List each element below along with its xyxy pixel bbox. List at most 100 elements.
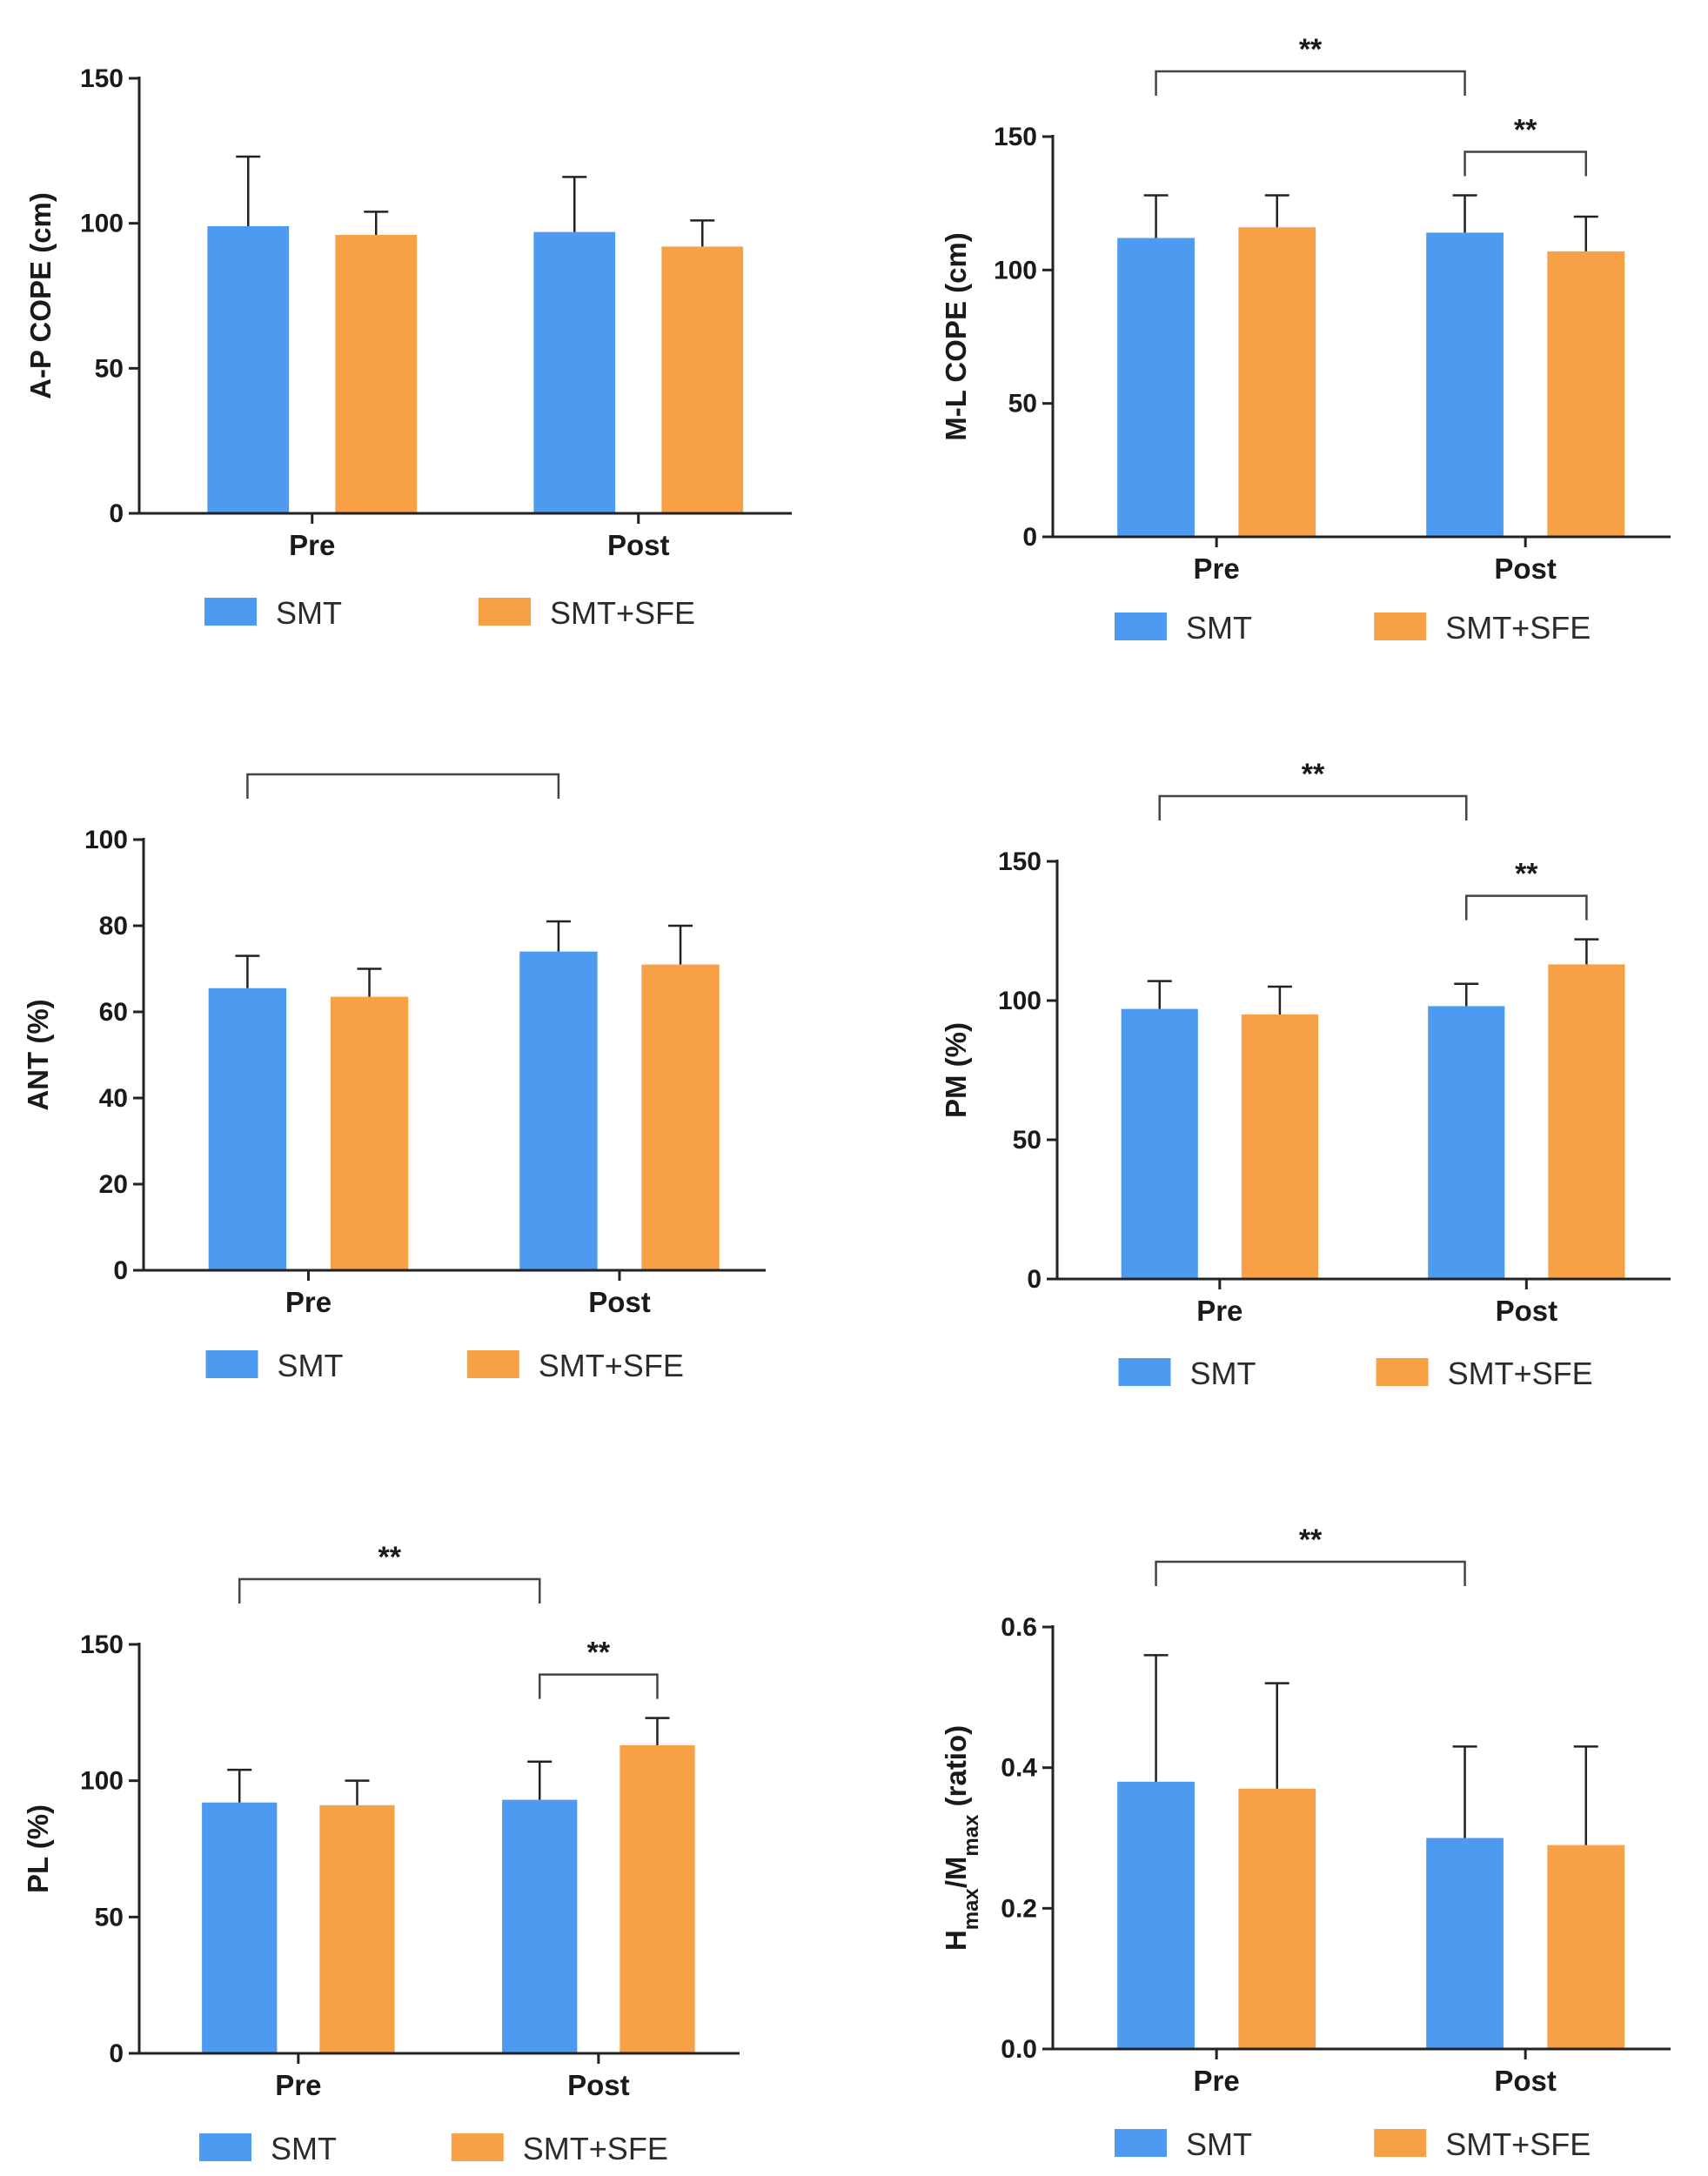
x-tick-label-pre: Pre [275, 2069, 321, 2101]
y-axis-title: PL (%) [22, 1804, 54, 1893]
legend-label-smt: SMT [1190, 1356, 1256, 1391]
legend-swatch-smt-sfe [479, 598, 531, 626]
significance-label: ** [1299, 33, 1323, 66]
y-tick-label: 50 [95, 1903, 124, 1932]
bar-post-smt [533, 231, 616, 513]
legend-label-smt-sfe: SMT+SFE [1448, 1356, 1593, 1391]
legend-label-smt: SMT [276, 595, 342, 631]
panel-pm: 0 50 100 150 Pre Post PM (%) ** ** SMT SMT+SFE [879, 757, 1697, 1453]
bar-post-smt [1426, 1838, 1504, 2049]
y-tick-label: 150 [80, 64, 124, 93]
bar-post-smt [502, 1799, 578, 2053]
y-tick-label: 0 [109, 499, 124, 528]
chart-ant: 0 20 40 60 80 100 Pre Post ANT (%) ** SMT SMT+SFE [22, 757, 766, 1383]
significance-bracket [1464, 894, 1588, 921]
panel-ap-cope: 0 50 100 150 Pre Post A-P COPE (cm) SMT SMT+SFE [0, 17, 818, 713]
significance-label: ** [1302, 758, 1325, 791]
y-tick-label: 0.6 [1001, 1613, 1037, 1642]
y-tick-label: 0.0 [1001, 2035, 1037, 2064]
bar-pre-smt [202, 1802, 278, 2053]
significance-label: ** [1299, 1523, 1323, 1557]
y-tick-label: 100 [80, 210, 124, 238]
y-axis-title: M-L COPE (cm) [940, 232, 972, 441]
bar-post-smt-sfe [1547, 251, 1625, 537]
legend-label-smt-sfe: SMT+SFE [1445, 2126, 1591, 2162]
chart-ml-cope: 0 50 100 150 Pre Post M-L COPE (cm) ** ** SMT SMT+… [940, 33, 1671, 646]
legend-label-smt-sfe: SMT+SFE [523, 2131, 668, 2166]
y-tick-label: 50 [1013, 1126, 1042, 1155]
significance-label: ** [587, 1637, 611, 1670]
legend-swatch-smt [199, 2133, 251, 2161]
bar-post-smt-sfe [641, 964, 720, 1270]
legend-label-smt: SMT [1186, 2126, 1252, 2162]
bar-pre-smt-sfe [1238, 1788, 1316, 2049]
legend-label-smt-sfe: SMT+SFE [550, 595, 695, 631]
significance-label: ** [378, 1541, 401, 1574]
legend-swatch-smt [1115, 2129, 1167, 2157]
legend-swatch-smt-sfe [451, 2133, 504, 2161]
legend-label-smt-sfe: SMT+SFE [1445, 610, 1591, 646]
bar-pre-smt-sfe [1238, 227, 1316, 537]
y-tick-label: 40 [99, 1084, 128, 1113]
bar-pre-smt [207, 226, 290, 513]
significance-bracket [538, 1673, 659, 1699]
significance-label: ** [1515, 858, 1538, 891]
y-tick-label: 0 [1027, 1265, 1042, 1294]
y-tick-label: 0 [1022, 523, 1037, 552]
legend-swatch-smt [1115, 613, 1167, 640]
bar-pre-smt-sfe [1241, 1014, 1318, 1279]
chart-hmax: 0.0 0.2 0.4 0.6 Pre Post Hmax/Mmax (ratio) ** SM… [940, 1523, 1671, 2162]
legend-swatch-smt-sfe [1374, 613, 1427, 640]
y-axis-title: Hmax/Mmax (ratio) [940, 1725, 983, 1951]
bar-post-smt [519, 951, 598, 1270]
legend-swatch-smt-sfe [466, 1350, 519, 1378]
bar-post-smt-sfe [661, 246, 744, 513]
legend-swatch-smt [1118, 1358, 1171, 1386]
x-tick-label-post: Post [1494, 2065, 1557, 2097]
panel-ml-cope: 0 50 100 150 Pre Post M-L COPE (cm) ** ** SMT SMT+… [879, 17, 1697, 713]
x-tick-label-pre: Pre [285, 1286, 332, 1318]
y-tick-label: 60 [99, 998, 128, 1027]
y-tick-label: 20 [99, 1170, 128, 1199]
bar-pre-smt [1121, 1008, 1198, 1279]
y-tick-label: 100 [80, 1767, 124, 1796]
y-tick-label: 0 [113, 1256, 128, 1285]
y-tick-label: 100 [998, 987, 1042, 1015]
y-tick-label: 100 [994, 256, 1037, 285]
y-axis-title: PM (%) [940, 1022, 972, 1118]
x-tick-label-post: Post [588, 1286, 651, 1318]
significance-bracket [1155, 70, 1466, 96]
significance-label: ** [392, 757, 415, 769]
legend-label-smt: SMT [1186, 610, 1252, 646]
panel-ant: 0 20 40 60 80 100 Pre Post ANT (%) ** SMT SMT+SFE [0, 757, 818, 1453]
bar-post-smt-sfe [1548, 964, 1625, 1279]
x-tick-label-pre: Pre [289, 529, 335, 561]
significance-bracket [1464, 151, 1587, 177]
legend-label-smt-sfe: SMT+SFE [539, 1348, 684, 1383]
bar-pre-smt [1117, 1781, 1195, 2049]
significance-bracket [246, 773, 560, 799]
x-tick-label-pre: Pre [1194, 2065, 1240, 2097]
bar-post-smt [1426, 232, 1504, 537]
y-axis-title: A-P COPE (cm) [24, 192, 57, 399]
y-tick-label: 50 [1008, 390, 1037, 418]
significance-bracket [1158, 794, 1468, 820]
bar-pre-smt-sfe [335, 235, 418, 513]
chart-ap-cope: 0 50 100 150 Pre Post A-P COPE (cm) SMT SMT+SFE [24, 64, 792, 631]
legend-label-smt: SMT [271, 2131, 337, 2166]
y-tick-label: 0.2 [1001, 1894, 1037, 1923]
significance-bracket [238, 1577, 541, 1604]
y-tick-label: 150 [80, 1630, 124, 1659]
legend-swatch-smt-sfe [1376, 1358, 1429, 1386]
legend-swatch-smt-sfe [1374, 2129, 1427, 2157]
bar-pre-smt [208, 988, 287, 1270]
x-tick-label-post: Post [607, 529, 670, 561]
x-tick-label-post: Post [1494, 552, 1557, 585]
significance-label: ** [1514, 113, 1537, 146]
legend-label-smt: SMT [278, 1348, 344, 1383]
x-tick-label-post: Post [1496, 1295, 1558, 1327]
y-tick-label: 0 [109, 2039, 124, 2068]
bar-pre-smt-sfe [319, 1804, 395, 2053]
x-tick-label-pre: Pre [1194, 552, 1240, 585]
y-tick-label: 100 [84, 826, 128, 854]
